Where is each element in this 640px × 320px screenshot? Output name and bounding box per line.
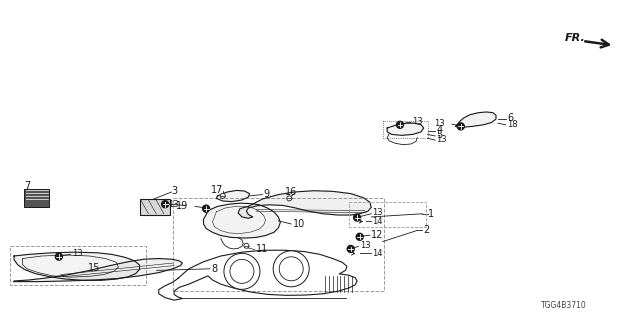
Text: 16: 16 — [285, 187, 298, 197]
Circle shape — [279, 257, 303, 281]
Circle shape — [220, 193, 225, 198]
Text: 5: 5 — [436, 130, 443, 140]
Circle shape — [56, 253, 62, 260]
Text: 17: 17 — [211, 185, 224, 195]
Polygon shape — [14, 259, 182, 282]
Text: 8: 8 — [211, 264, 218, 274]
Circle shape — [224, 253, 260, 289]
Polygon shape — [238, 191, 371, 218]
Text: TGG4B3710: TGG4B3710 — [541, 301, 586, 310]
Polygon shape — [456, 112, 496, 127]
Text: 13: 13 — [372, 208, 383, 217]
Circle shape — [230, 259, 254, 284]
Text: 11: 11 — [256, 244, 268, 254]
Text: 12: 12 — [371, 230, 383, 240]
Text: 6: 6 — [507, 113, 513, 124]
Polygon shape — [14, 252, 140, 280]
Text: 15: 15 — [88, 263, 100, 273]
Text: 18: 18 — [507, 120, 518, 129]
Text: 13: 13 — [436, 135, 447, 144]
Circle shape — [203, 205, 209, 212]
Circle shape — [162, 201, 168, 208]
Text: FR.: FR. — [564, 33, 585, 43]
Text: 13: 13 — [434, 119, 445, 128]
Circle shape — [458, 123, 464, 130]
Text: 1: 1 — [428, 209, 434, 219]
Bar — [24, 189, 49, 207]
Text: 14: 14 — [372, 249, 383, 258]
Circle shape — [287, 196, 292, 201]
Text: 13: 13 — [360, 241, 371, 250]
Polygon shape — [204, 203, 280, 238]
Text: 13: 13 — [72, 249, 83, 258]
Text: 13: 13 — [412, 117, 423, 126]
Text: 19: 19 — [176, 201, 189, 211]
Bar — [173, 198, 384, 291]
Bar — [349, 202, 426, 227]
Text: 14: 14 — [372, 217, 383, 226]
Circle shape — [356, 233, 363, 240]
Circle shape — [354, 214, 360, 221]
Circle shape — [348, 245, 354, 252]
Circle shape — [244, 243, 249, 248]
Circle shape — [273, 251, 309, 287]
Polygon shape — [387, 123, 424, 135]
Text: 4: 4 — [436, 125, 443, 135]
Text: 3: 3 — [172, 186, 178, 196]
Text: 2: 2 — [424, 225, 430, 236]
Bar — [10, 246, 146, 285]
Text: 13: 13 — [168, 200, 179, 209]
Text: 7: 7 — [24, 180, 31, 191]
Circle shape — [397, 121, 403, 128]
Bar — [140, 199, 170, 215]
Text: 10: 10 — [292, 219, 305, 229]
Text: 9: 9 — [264, 189, 270, 199]
Polygon shape — [216, 190, 250, 202]
